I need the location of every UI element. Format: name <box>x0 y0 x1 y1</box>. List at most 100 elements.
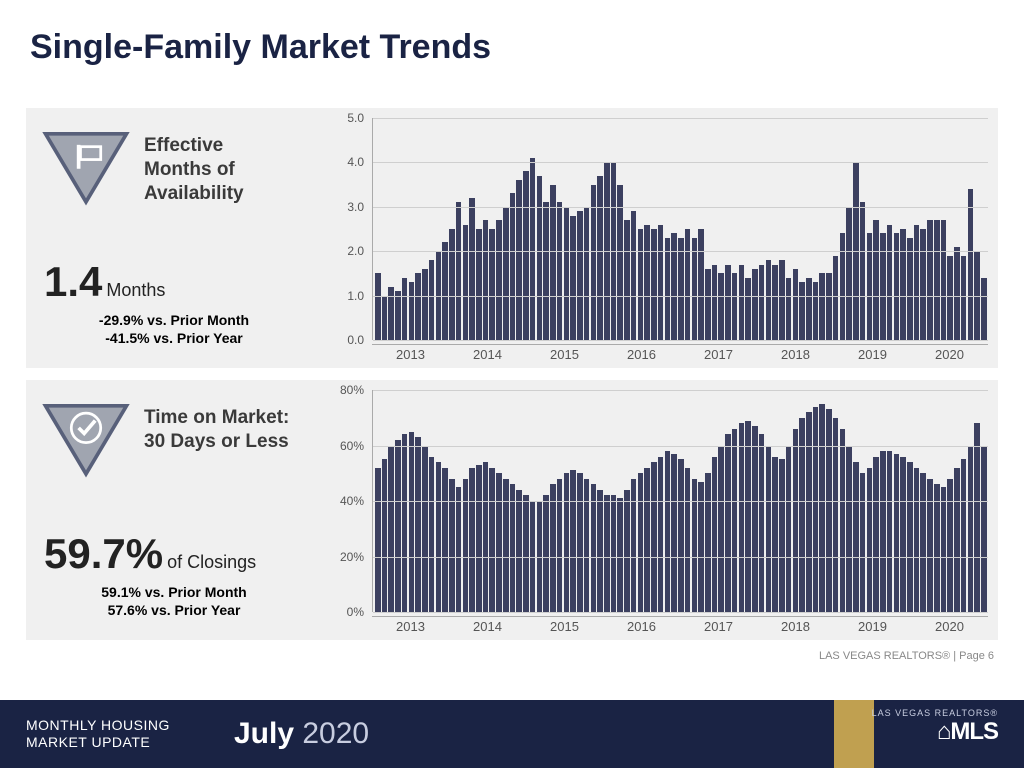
bar <box>880 233 886 340</box>
x-label: 2015 <box>526 344 603 368</box>
bar <box>564 207 570 340</box>
fm: July <box>234 717 294 750</box>
bar <box>759 265 765 340</box>
bar <box>638 473 644 612</box>
bar <box>442 242 448 340</box>
bar <box>483 462 489 612</box>
bar <box>907 462 913 612</box>
bar <box>577 211 583 340</box>
bar <box>745 421 751 612</box>
bar <box>793 269 799 340</box>
bar <box>712 265 718 340</box>
bar <box>873 220 879 340</box>
bar <box>388 446 394 613</box>
bar <box>415 273 421 340</box>
fy: 2020 <box>302 717 369 750</box>
bar <box>927 220 933 340</box>
bar <box>900 229 906 340</box>
bar <box>483 220 489 340</box>
x-label: 2017 <box>680 616 757 640</box>
bar <box>503 479 509 612</box>
bar <box>705 473 711 612</box>
bar <box>907 238 913 340</box>
bar <box>772 457 778 612</box>
bar <box>530 158 536 340</box>
bar <box>786 278 792 340</box>
bar <box>409 282 415 340</box>
bar <box>631 211 637 340</box>
bar <box>658 457 664 612</box>
bv2: 59.7% <box>44 530 163 577</box>
bar <box>914 225 920 340</box>
gridline <box>373 162 988 163</box>
gridline <box>373 340 988 341</box>
bar <box>806 412 812 612</box>
bar <box>799 282 805 340</box>
bar <box>617 498 623 612</box>
bar <box>449 229 455 340</box>
bar <box>880 451 886 612</box>
fbs: LAS VEGAS REALTORS® <box>872 708 998 718</box>
bar <box>644 468 650 612</box>
footer: MONTHLY HOUSING MARKET UPDATE July 2020 … <box>0 700 1024 768</box>
bar <box>597 490 603 612</box>
bar <box>914 468 920 612</box>
x-label: 2019 <box>834 344 911 368</box>
bar <box>537 176 543 340</box>
bar <box>846 207 852 340</box>
bar <box>833 256 839 340</box>
attribution: LAS VEGAS REALTORS® | Page 6 <box>819 650 994 662</box>
bar <box>510 484 516 612</box>
bar <box>395 291 401 340</box>
bar <box>887 225 893 340</box>
metric-title-1: Effective Months of Availability <box>144 134 244 205</box>
bar <box>725 434 731 612</box>
bar <box>887 451 893 612</box>
bar <box>920 229 926 340</box>
gridline <box>373 207 988 208</box>
y-tick: 4.0 <box>347 155 364 169</box>
y-tick: 5.0 <box>347 111 364 125</box>
bar <box>806 278 812 340</box>
sub1a: -29.9% vs. Prior Month <box>44 312 304 328</box>
x-label: 2016 <box>603 344 680 368</box>
bar <box>685 229 691 340</box>
bar <box>671 233 677 340</box>
y-tick: 80% <box>340 383 364 397</box>
x-label: 2020 <box>911 616 988 640</box>
bar <box>382 296 388 340</box>
bar <box>591 484 597 612</box>
bar <box>402 278 408 340</box>
metric-summary-2: Time on Market: 30 Days or Less 59.7%of … <box>26 380 326 640</box>
bar <box>961 459 967 612</box>
x-label: 2016 <box>603 616 680 640</box>
bar <box>496 473 502 612</box>
bar <box>597 176 603 340</box>
bar <box>429 457 435 612</box>
bar <box>840 429 846 612</box>
bar <box>853 462 859 612</box>
bar <box>941 220 947 340</box>
x-label: 2018 <box>757 616 834 640</box>
bar <box>786 446 792 613</box>
bar <box>476 465 482 612</box>
bar <box>463 479 469 612</box>
x-label: 2013 <box>372 344 449 368</box>
t1l1: Effective <box>144 134 244 158</box>
bar <box>442 468 448 612</box>
bar <box>678 238 684 340</box>
x-label: 2015 <box>526 616 603 640</box>
sub2b: 57.6% vs. Prior Year <box>44 602 304 618</box>
bar <box>402 434 408 612</box>
fl1: MONTHLY HOUSING <box>26 717 220 735</box>
y-tick: 0% <box>347 605 364 619</box>
t1l3: Availability <box>144 182 244 206</box>
bar <box>799 418 805 612</box>
bar <box>456 202 462 340</box>
bar <box>779 260 785 340</box>
x-label: 2014 <box>449 616 526 640</box>
bar <box>543 495 549 612</box>
bar <box>974 423 980 612</box>
bar <box>584 479 590 612</box>
bar <box>941 487 947 612</box>
